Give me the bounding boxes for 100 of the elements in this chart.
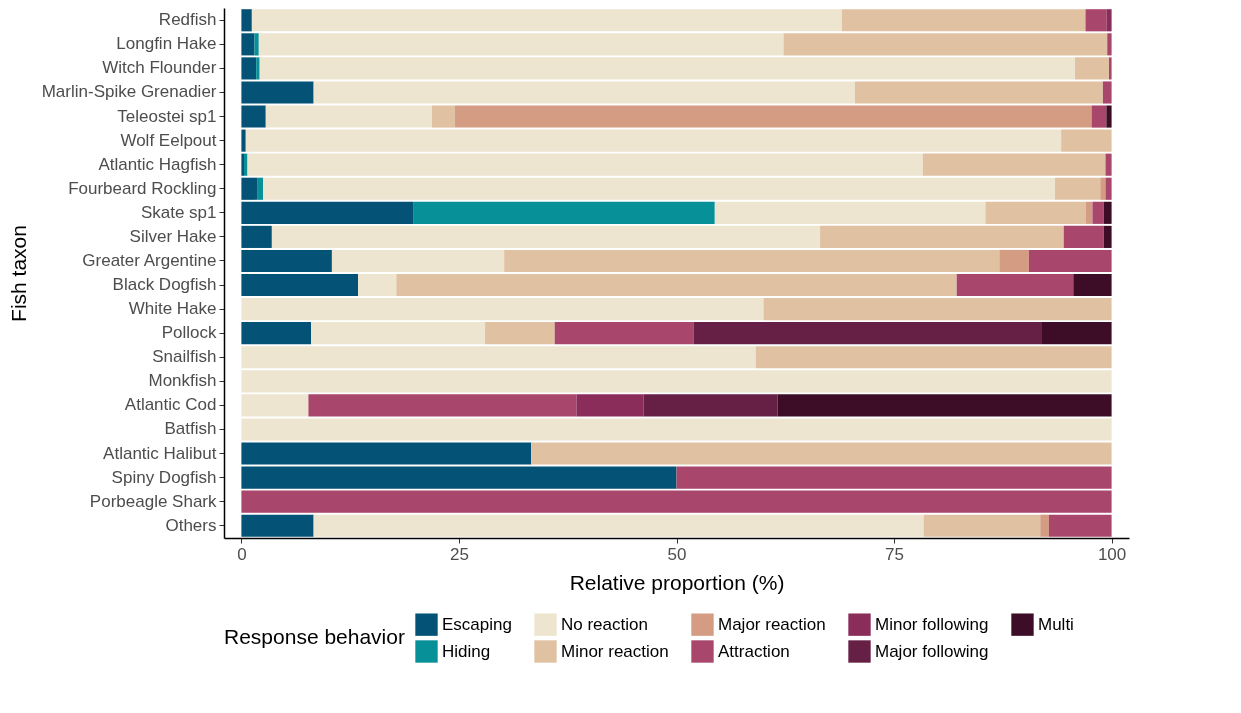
bar xyxy=(241,177,258,200)
bar xyxy=(241,201,414,224)
bar xyxy=(254,33,259,56)
bar xyxy=(241,346,756,369)
y-tick-label: Witch Flounder xyxy=(102,58,217,78)
legend-label: Multi xyxy=(1038,614,1074,634)
bar xyxy=(576,394,644,417)
bar xyxy=(1085,9,1107,32)
bar xyxy=(1092,201,1104,224)
x-tick-label: 50 xyxy=(667,544,687,564)
bar xyxy=(241,129,246,152)
legend-label: Attraction xyxy=(718,641,790,661)
bar xyxy=(1040,514,1049,537)
bar xyxy=(1100,177,1106,200)
bar xyxy=(554,322,694,345)
y-tick-label: Atlantic Cod xyxy=(124,395,217,415)
x-tick-label: 100 xyxy=(1097,544,1127,564)
bar xyxy=(777,394,1112,417)
bar xyxy=(257,177,264,200)
bar xyxy=(1106,9,1112,32)
bar xyxy=(755,346,1112,369)
bar xyxy=(714,201,986,224)
bar xyxy=(308,394,577,417)
bar xyxy=(531,442,1112,465)
y-axis-title: Fish taxon xyxy=(6,225,30,322)
x-tick-label: 25 xyxy=(449,544,469,564)
y-tick-label: Pollock xyxy=(161,323,217,343)
bar xyxy=(923,514,1041,537)
bar xyxy=(259,57,1076,80)
bar xyxy=(241,225,272,248)
y-tick-label: Skate sp1 xyxy=(140,202,217,222)
legend-title: Response behavior xyxy=(224,625,405,648)
y-tick-label: Redfish xyxy=(158,10,217,30)
x-tick-label: 0 xyxy=(237,544,247,564)
y-tick-label: Monkfish xyxy=(148,371,217,391)
y-tick-label: Atlantic Hagfish xyxy=(98,154,217,174)
bar xyxy=(256,57,260,80)
y-tick-label: Snailfish xyxy=(152,347,217,367)
bar xyxy=(241,249,332,273)
bar xyxy=(985,201,1086,224)
y-tick-label: Teleostei sp1 xyxy=(117,106,217,126)
bar xyxy=(1105,177,1112,200)
bar xyxy=(1055,177,1101,200)
legend-label: Minor reaction xyxy=(561,641,669,661)
bar xyxy=(396,273,957,297)
bar xyxy=(241,370,1112,393)
bar xyxy=(676,466,1112,489)
y-tick-label: Spiny Dogfish xyxy=(111,467,217,487)
x-tick-label: 75 xyxy=(885,544,905,564)
bar xyxy=(431,105,455,128)
x-axis-title: Relative proportion (%) xyxy=(569,570,785,594)
y-tick-label: Greater Argentine xyxy=(82,250,217,270)
bar xyxy=(1085,201,1093,224)
legend-label: No reaction xyxy=(561,614,648,634)
y-tick-label: Longfin Hake xyxy=(116,34,217,54)
y-tick-label: Black Dogfish xyxy=(112,275,217,295)
bar xyxy=(1061,129,1112,152)
bar xyxy=(763,298,1112,321)
bar xyxy=(241,57,257,80)
bar xyxy=(485,322,555,345)
bar xyxy=(956,273,1074,297)
legend-label: Major reaction xyxy=(718,614,826,634)
bar xyxy=(241,418,1112,441)
bar xyxy=(241,442,532,465)
y-tick-label: Others xyxy=(165,515,217,535)
bar xyxy=(241,466,677,489)
bar xyxy=(1075,57,1109,80)
bar xyxy=(1108,57,1112,80)
bar xyxy=(241,490,1112,513)
bar xyxy=(1028,249,1112,273)
bar xyxy=(241,9,252,32)
bar xyxy=(693,322,1042,345)
bar xyxy=(241,514,314,537)
bar xyxy=(241,298,764,321)
bar xyxy=(241,322,312,345)
bar xyxy=(263,177,1056,200)
bar xyxy=(922,153,1106,176)
bar xyxy=(504,249,1000,273)
y-tick-label: Silver Hake xyxy=(129,226,217,246)
y-tick-label: Atlantic Halibut xyxy=(103,443,217,463)
bar xyxy=(331,249,505,273)
y-tick-label: Marlin-Spike Grenadier xyxy=(41,82,217,102)
bar xyxy=(358,273,397,297)
bar xyxy=(854,81,1103,104)
legend-label: Escaping xyxy=(442,614,512,634)
bar xyxy=(247,153,923,176)
bar xyxy=(241,273,359,297)
bar xyxy=(1048,514,1112,537)
legend-label: Minor following xyxy=(875,614,989,634)
y-tick-label: Batfish xyxy=(164,419,217,439)
bar xyxy=(643,394,778,417)
bar xyxy=(841,9,1086,32)
y-tick-label: Fourbeard Rockling xyxy=(68,178,217,198)
bar xyxy=(311,322,486,345)
bar xyxy=(1103,225,1112,248)
bar xyxy=(1107,33,1112,56)
bar xyxy=(271,225,821,248)
bar xyxy=(1105,153,1112,176)
bar xyxy=(258,33,784,56)
bar xyxy=(313,514,924,537)
